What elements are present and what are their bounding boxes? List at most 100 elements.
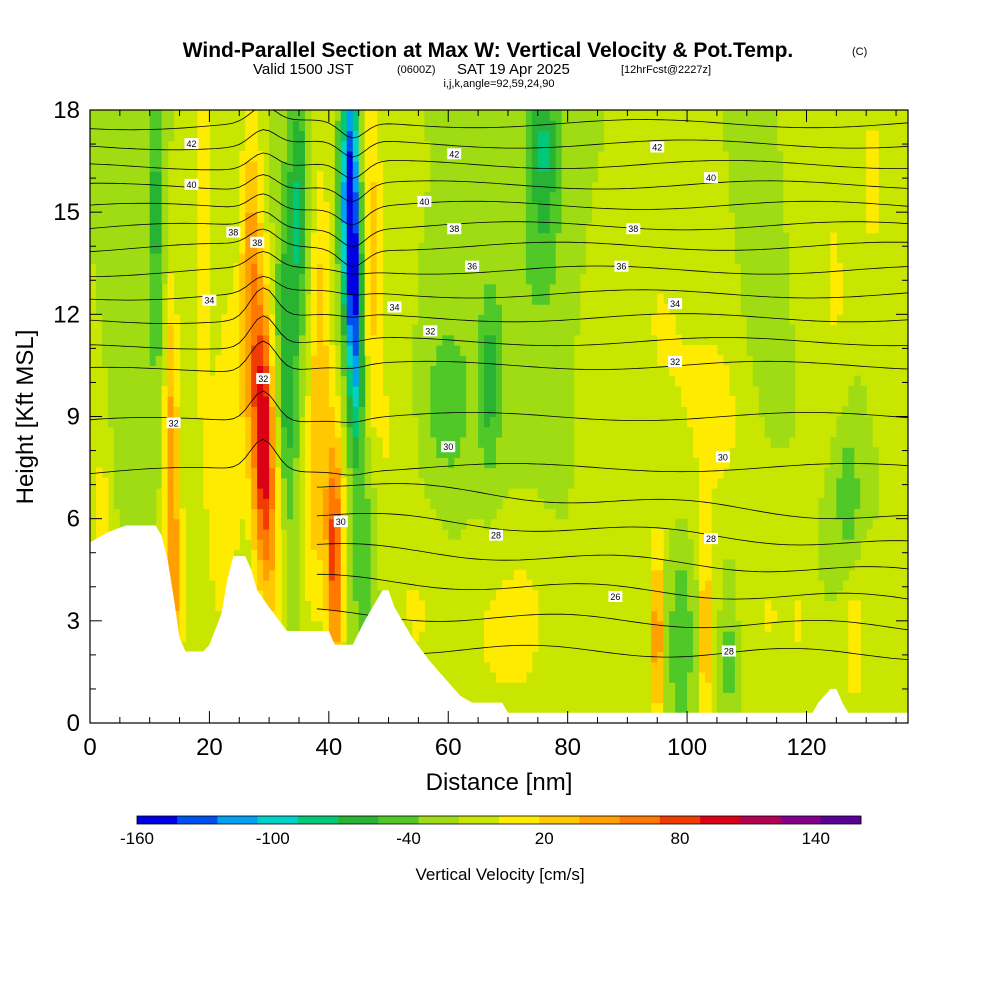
isentrope-label-bg xyxy=(704,172,718,184)
velocity-cell xyxy=(346,140,354,152)
velocity-cell xyxy=(531,477,539,489)
velocity-cell xyxy=(364,559,372,571)
velocity-cell xyxy=(758,375,766,387)
velocity-cell xyxy=(466,314,473,326)
velocity-cell xyxy=(496,181,503,193)
x-tick-label: 120 xyxy=(786,734,826,761)
velocity-cell xyxy=(197,324,205,336)
velocity-cell xyxy=(281,150,288,162)
velocity-cell xyxy=(382,447,390,458)
velocity-cell xyxy=(203,273,211,285)
velocity-cell xyxy=(239,365,246,377)
velocity-cell xyxy=(782,253,790,264)
velocity-cell xyxy=(167,273,175,285)
velocity-cell xyxy=(531,426,539,438)
velocity-cell xyxy=(340,610,348,622)
velocity-cell xyxy=(358,477,366,489)
velocity-cell xyxy=(519,181,527,193)
velocity-cell xyxy=(484,191,491,203)
velocity-cell xyxy=(776,171,784,183)
velocity-cell xyxy=(107,273,115,285)
velocity-cell xyxy=(322,436,330,448)
velocity-cell xyxy=(466,477,473,489)
velocity-cell xyxy=(418,314,425,326)
velocity-cell xyxy=(95,120,103,132)
velocity-cell xyxy=(788,416,796,428)
velocity-cell xyxy=(352,549,360,561)
velocity-cell xyxy=(173,355,181,367)
velocity-cell xyxy=(699,702,706,714)
velocity-cell xyxy=(567,171,575,183)
velocity-cell xyxy=(496,293,503,305)
velocity-cell xyxy=(728,569,736,581)
velocity-cell xyxy=(167,477,175,489)
velocity-cell xyxy=(239,426,246,438)
velocity-cell xyxy=(215,559,222,571)
velocity-cell xyxy=(364,498,372,510)
velocity-cell xyxy=(257,314,264,326)
velocity-cell xyxy=(764,375,772,387)
velocity-cell xyxy=(436,406,443,418)
velocity-cell xyxy=(209,549,216,561)
velocity-cell xyxy=(573,242,581,254)
velocity-cell xyxy=(525,314,533,326)
velocity-cell xyxy=(430,406,437,418)
velocity-cell xyxy=(287,242,294,254)
velocity-cell xyxy=(657,610,664,622)
velocity-cell xyxy=(167,355,175,367)
velocity-cell xyxy=(119,375,127,387)
velocity-cell xyxy=(657,304,664,315)
velocity-cell xyxy=(113,140,121,152)
velocity-cell xyxy=(376,355,384,367)
velocity-cell xyxy=(722,365,730,377)
velocity-cell xyxy=(740,181,748,193)
velocity-cell xyxy=(101,273,109,285)
velocity-cell xyxy=(287,528,294,540)
velocity-cell xyxy=(346,528,354,540)
velocity-cell xyxy=(501,150,509,162)
velocity-cell xyxy=(561,365,569,377)
velocity-cell xyxy=(866,150,873,162)
velocity-cell xyxy=(860,406,867,418)
velocity-cell xyxy=(287,385,294,397)
velocity-cell xyxy=(119,171,127,183)
velocity-cell xyxy=(137,508,145,520)
velocity-cell xyxy=(848,477,855,489)
velocity-cell xyxy=(95,130,103,142)
velocity-cell xyxy=(657,293,664,305)
velocity-cell xyxy=(340,181,348,193)
velocity-cell xyxy=(239,334,246,346)
velocity-cell xyxy=(651,539,658,550)
velocity-cell xyxy=(669,610,676,622)
velocity-cell xyxy=(537,120,545,132)
velocity-cell xyxy=(215,426,222,438)
velocity-cell xyxy=(275,600,282,612)
velocity-cell xyxy=(149,477,157,489)
velocity-cell xyxy=(239,232,246,244)
velocity-cell xyxy=(525,283,533,295)
velocity-cell xyxy=(316,508,324,520)
velocity-cell xyxy=(209,528,216,540)
isentrope-line xyxy=(90,315,908,350)
velocity-cell xyxy=(490,385,497,397)
velocity-cell xyxy=(352,559,360,571)
velocity-cell xyxy=(430,447,437,458)
velocity-cell xyxy=(287,253,294,264)
velocity-cell xyxy=(842,559,849,571)
velocity-cell xyxy=(764,191,772,203)
velocity-cell xyxy=(454,447,461,458)
velocity-cell xyxy=(143,518,151,530)
velocity-cell xyxy=(537,396,545,407)
velocity-cell xyxy=(501,447,509,458)
velocity-cell xyxy=(675,334,682,346)
velocity-cell xyxy=(573,181,581,193)
velocity-cell xyxy=(412,590,419,601)
velocity-cell xyxy=(131,253,139,264)
velocity-cell xyxy=(221,396,228,407)
velocity-cell xyxy=(531,273,539,285)
velocity-cell xyxy=(472,304,479,315)
velocity-cell xyxy=(346,620,354,632)
velocity-cell xyxy=(125,467,133,479)
velocity-cell xyxy=(770,610,778,622)
velocity-cell xyxy=(466,293,473,305)
